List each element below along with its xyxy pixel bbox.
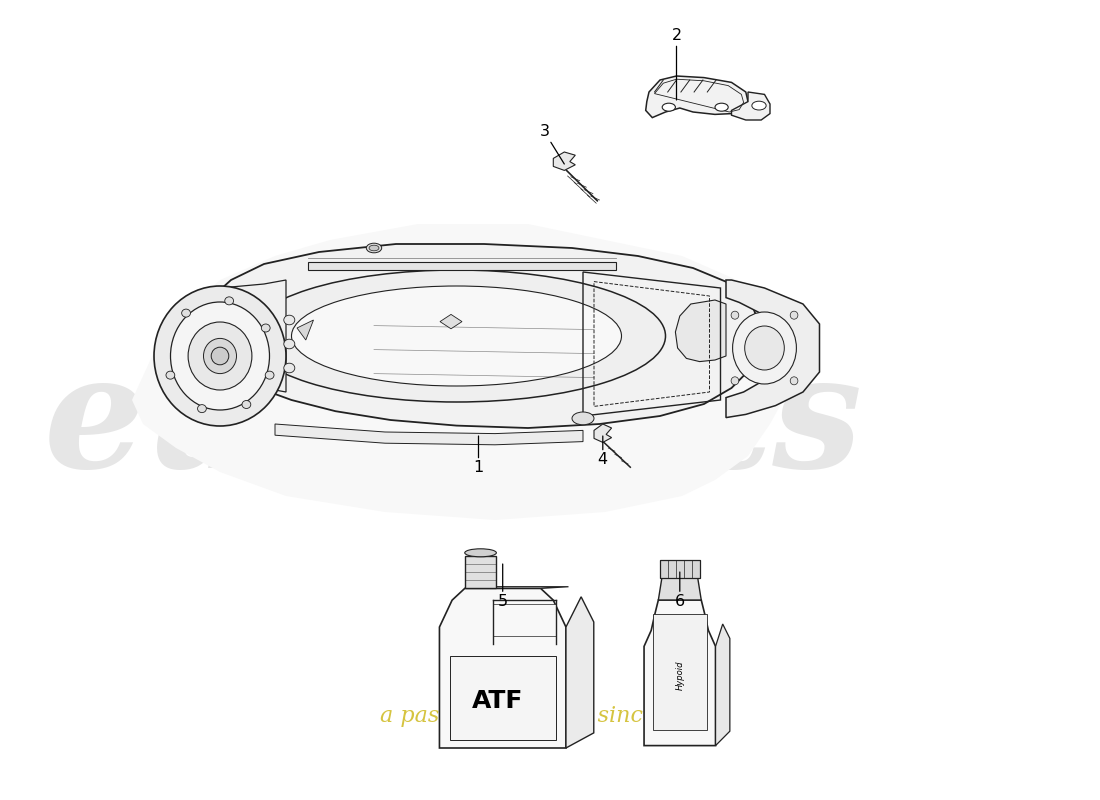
Ellipse shape [790, 377, 798, 385]
Polygon shape [297, 320, 313, 340]
Ellipse shape [284, 315, 295, 325]
Polygon shape [493, 604, 556, 636]
Ellipse shape [224, 297, 233, 305]
Text: 5: 5 [497, 564, 508, 609]
Ellipse shape [745, 326, 784, 370]
Text: 1: 1 [473, 436, 484, 475]
Text: a passion for parts since 1985: a passion for parts since 1985 [381, 705, 719, 727]
Text: Parts: Parts [396, 347, 864, 501]
Polygon shape [182, 244, 759, 428]
Polygon shape [440, 589, 566, 748]
Polygon shape [450, 656, 556, 739]
Polygon shape [646, 76, 748, 118]
Polygon shape [726, 280, 820, 418]
Polygon shape [566, 597, 594, 748]
Polygon shape [553, 152, 575, 170]
Ellipse shape [368, 245, 378, 250]
Polygon shape [465, 586, 569, 589]
Ellipse shape [170, 302, 270, 410]
Text: Hypoid: Hypoid [675, 661, 684, 690]
Text: 2: 2 [671, 29, 682, 100]
Ellipse shape [265, 371, 274, 379]
Ellipse shape [733, 312, 796, 384]
Text: 4: 4 [597, 436, 608, 467]
Ellipse shape [154, 286, 286, 426]
Ellipse shape [204, 338, 236, 374]
Ellipse shape [166, 371, 175, 379]
Ellipse shape [715, 103, 728, 111]
Text: 6: 6 [674, 572, 685, 609]
Polygon shape [715, 624, 730, 746]
Polygon shape [658, 578, 702, 600]
Ellipse shape [284, 363, 295, 373]
Polygon shape [465, 556, 496, 589]
Ellipse shape [790, 311, 798, 319]
Ellipse shape [248, 270, 666, 402]
Polygon shape [308, 262, 616, 270]
Ellipse shape [211, 347, 229, 365]
Polygon shape [675, 300, 726, 362]
Ellipse shape [284, 339, 295, 349]
Ellipse shape [188, 322, 252, 390]
Ellipse shape [751, 102, 766, 110]
Ellipse shape [732, 311, 739, 319]
Ellipse shape [292, 286, 622, 386]
Ellipse shape [182, 309, 190, 317]
Polygon shape [440, 314, 462, 329]
Ellipse shape [732, 377, 739, 385]
Ellipse shape [572, 412, 594, 425]
Text: ATF: ATF [472, 689, 524, 713]
Ellipse shape [198, 405, 207, 413]
Ellipse shape [242, 401, 251, 409]
Polygon shape [732, 92, 770, 120]
Polygon shape [652, 614, 707, 730]
Polygon shape [220, 280, 286, 424]
Polygon shape [594, 424, 612, 442]
Text: euro: euro [44, 347, 452, 501]
Ellipse shape [366, 243, 382, 253]
Polygon shape [660, 560, 700, 578]
Polygon shape [645, 600, 715, 746]
Ellipse shape [662, 103, 675, 111]
Ellipse shape [262, 324, 271, 332]
Polygon shape [275, 424, 583, 445]
Text: 3: 3 [539, 125, 564, 164]
Ellipse shape [464, 549, 496, 557]
Polygon shape [132, 224, 792, 520]
